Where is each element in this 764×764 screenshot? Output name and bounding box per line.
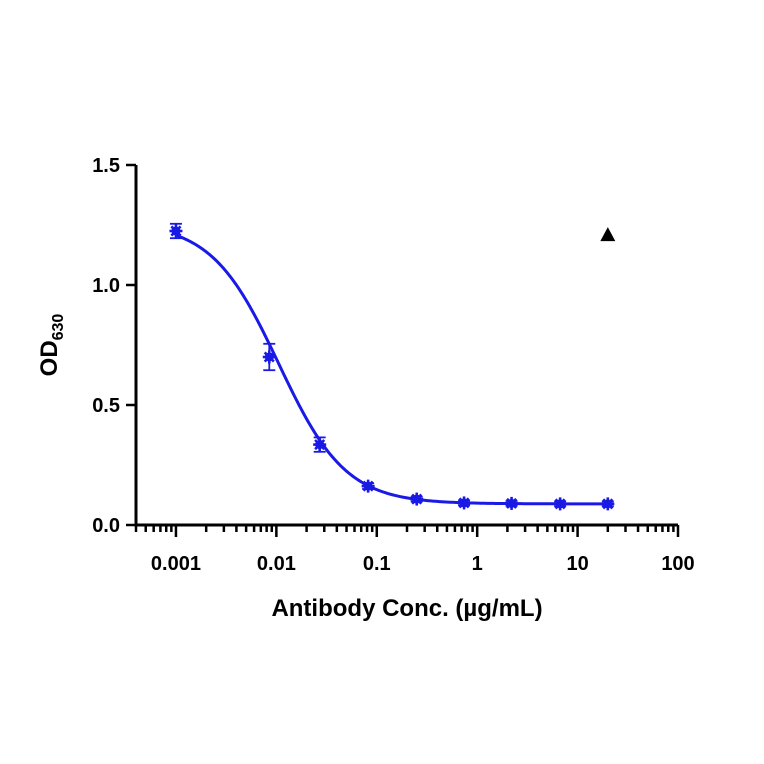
data-point bbox=[505, 496, 519, 510]
x-tick-label: 10 bbox=[566, 553, 588, 575]
x-axis-title: Antibody Conc. (µg/mL) bbox=[271, 595, 542, 622]
annotations-group bbox=[600, 227, 616, 242]
data-point bbox=[457, 496, 471, 510]
marker-arm bbox=[506, 497, 518, 509]
y-axis-title-subscript: 630 bbox=[50, 314, 67, 341]
marker-arm bbox=[411, 493, 423, 505]
data-points-group bbox=[169, 222, 615, 511]
x-tick-label: 1 bbox=[472, 553, 483, 575]
triangle-marker bbox=[600, 227, 616, 242]
axes: 0.0 0.5 1.0 1.5 0.001 0.01 0.1 1 10 100 bbox=[92, 155, 695, 575]
data-point bbox=[361, 479, 375, 493]
fit-curve bbox=[175, 233, 608, 506]
x-tick-label: 0.001 bbox=[151, 553, 201, 575]
y-tick-label: 1.5 bbox=[92, 155, 120, 177]
data-point bbox=[169, 222, 183, 240]
data-point bbox=[601, 497, 615, 511]
marker-arm bbox=[263, 351, 275, 363]
y-axis-title-main: OD bbox=[36, 340, 63, 376]
y-tick-label: 0.0 bbox=[92, 515, 120, 537]
x-tick-label: 100 bbox=[661, 553, 694, 575]
data-point bbox=[313, 436, 327, 453]
y-tick-label: 1.0 bbox=[92, 275, 120, 297]
marker-arm bbox=[170, 225, 182, 237]
fit-curve-group bbox=[175, 233, 608, 506]
marker-arm bbox=[314, 439, 326, 451]
x-tick-label: 0.1 bbox=[363, 553, 391, 575]
data-point bbox=[410, 492, 424, 506]
marker-arm bbox=[602, 498, 614, 510]
data-point bbox=[553, 497, 567, 511]
marker-arm bbox=[458, 497, 470, 509]
data-point bbox=[262, 342, 276, 372]
y-tick-label: 0.5 bbox=[92, 395, 120, 417]
y-axis-title: OD630 bbox=[36, 314, 67, 377]
marker-arm bbox=[362, 480, 374, 492]
x-tick-label: 0.01 bbox=[257, 553, 296, 575]
marker-arm bbox=[554, 498, 566, 510]
